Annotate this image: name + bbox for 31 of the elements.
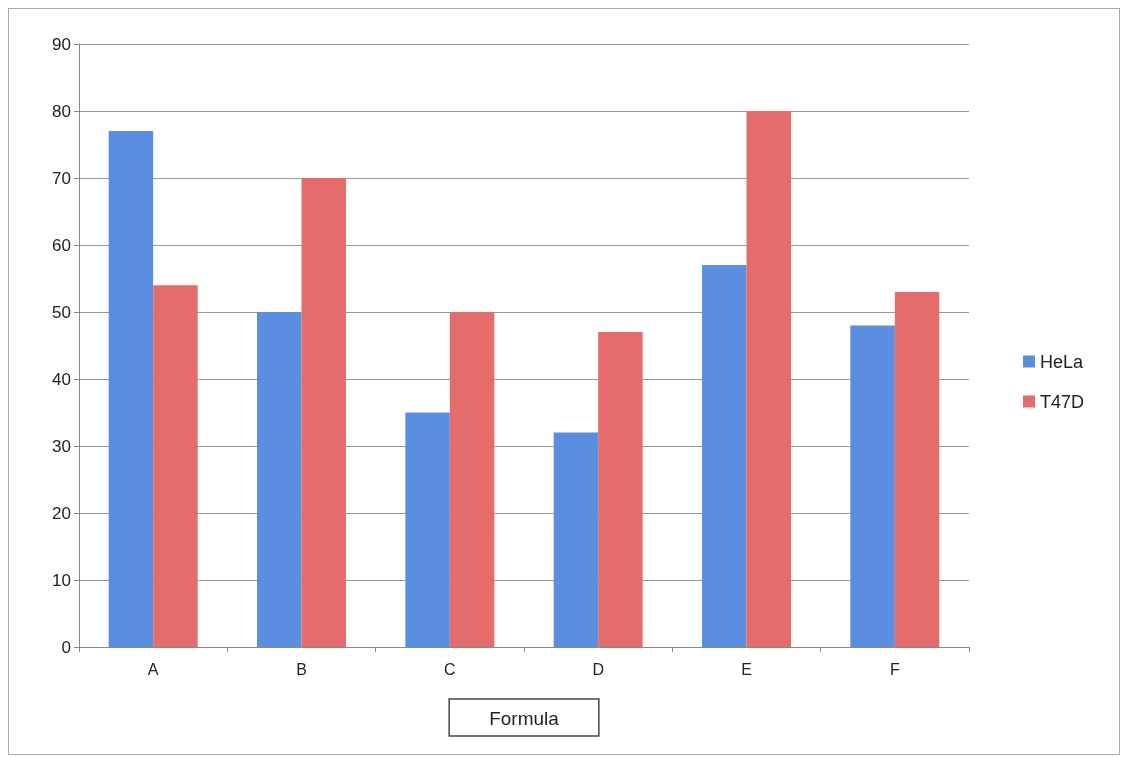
y-tick-label: 50 [52,302,71,322]
x-axis-title: Formula [489,708,560,729]
bar [153,285,198,647]
bar [108,131,154,647]
y-tick-label: 10 [52,570,71,590]
bar [257,312,302,647]
y-tick-label: 0 [61,637,71,657]
legend-label: HeLa [1039,351,1084,372]
bar [598,332,643,647]
x-tick-label: B [296,660,307,678]
bar [301,178,346,647]
bar [405,412,450,647]
y-tick-label: 20 [52,503,71,523]
x-tick-label: C [444,660,456,678]
bar [553,432,599,647]
y-tick-label: 80 [52,101,71,121]
y-tick-label: 70 [52,168,71,188]
y-tick-label: 60 [52,235,71,255]
x-tick-label: A [147,660,159,678]
y-tick-label: 40 [52,369,71,389]
x-tick-label: D [592,660,604,678]
x-tick-label: F [889,660,900,678]
bar [746,111,791,647]
x-tick-label: E [741,660,752,678]
y-tick-label: 30 [52,436,71,456]
bar [850,325,895,647]
bar [894,291,940,647]
bar [449,312,495,647]
bar [702,265,747,647]
y-tick-label: 90 [52,34,71,54]
legend-label: T47D [1039,391,1084,412]
